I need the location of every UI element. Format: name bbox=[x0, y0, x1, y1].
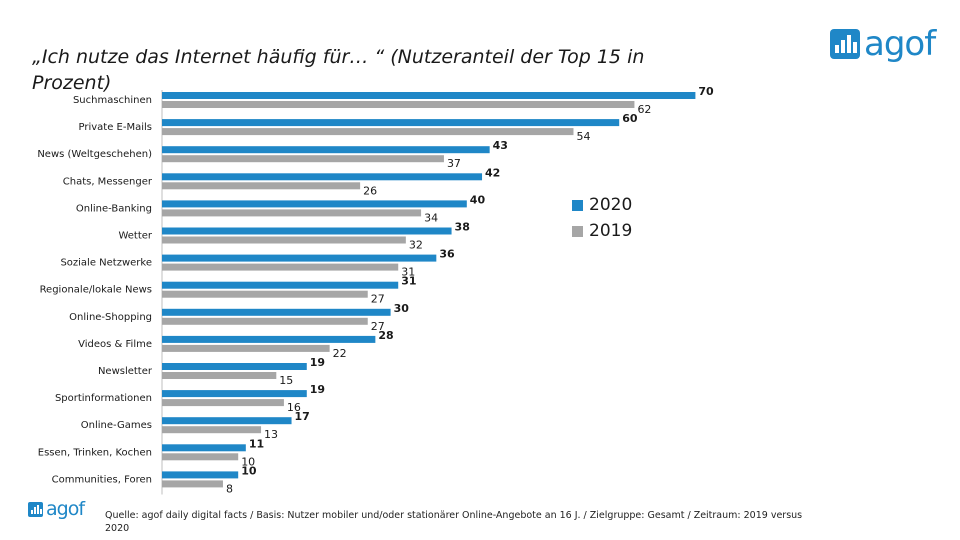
data-label-2020: 19 bbox=[310, 383, 325, 396]
data-label-2020: 38 bbox=[455, 221, 470, 234]
data-label-2020: 43 bbox=[493, 139, 508, 152]
category-label: Videos & Filme bbox=[78, 339, 152, 350]
data-label-2019: 27 bbox=[371, 293, 385, 306]
data-label-2019: 34 bbox=[424, 211, 438, 224]
bar-2020 bbox=[162, 363, 307, 370]
bar-2020 bbox=[162, 146, 490, 154]
category-label: Soziale Netzwerke bbox=[60, 258, 152, 269]
data-label-2020: 36 bbox=[439, 248, 455, 261]
bar-2019 bbox=[162, 290, 368, 298]
data-label-2020: 17 bbox=[295, 410, 310, 423]
bar-2020 bbox=[162, 254, 437, 262]
data-label-2019: 31 bbox=[401, 266, 415, 279]
category-label: Private E-Mails bbox=[79, 122, 153, 133]
legend-swatch-2019 bbox=[572, 225, 583, 237]
data-label-2019: 37 bbox=[447, 157, 461, 170]
data-label-2019: 10 bbox=[241, 455, 255, 468]
bar-2019 bbox=[162, 182, 361, 190]
data-label-2020: 10 bbox=[241, 464, 257, 477]
title-line2: (Nutzeranteil der Top 15 in Prozent) bbox=[32, 46, 645, 94]
logo-small-text: agof bbox=[46, 498, 85, 520]
data-label-2019: 26 bbox=[363, 184, 377, 197]
category-label: Sportinformationen bbox=[55, 393, 152, 404]
bar-2020 bbox=[162, 444, 246, 452]
bar-chart-icon bbox=[28, 501, 43, 517]
data-label-2020: 42 bbox=[485, 166, 500, 179]
category-label: Regionale/lokale News bbox=[40, 285, 152, 296]
bar-2019 bbox=[162, 426, 262, 434]
category-label: Suchmaschinen bbox=[73, 95, 152, 106]
bar-2019 bbox=[162, 399, 284, 407]
bar-2019 bbox=[162, 344, 330, 352]
bar-2019 bbox=[162, 317, 368, 325]
bar-2019 bbox=[162, 101, 635, 108]
bar-2019 bbox=[162, 155, 444, 163]
data-label-2020: 40 bbox=[470, 193, 486, 206]
bar-2020 bbox=[162, 335, 376, 343]
data-label-2020: 31 bbox=[401, 275, 416, 288]
category-label: Essen, Trinken, Kochen bbox=[38, 447, 152, 458]
bar-2019 bbox=[162, 453, 239, 461]
legend-swatch-2020 bbox=[572, 199, 583, 211]
bar-2020 bbox=[162, 173, 483, 181]
data-label-2019: 13 bbox=[264, 428, 278, 441]
data-label-2019: 62 bbox=[637, 103, 651, 116]
data-label-2019: 22 bbox=[333, 347, 347, 360]
data-label-2020: 11 bbox=[249, 437, 264, 450]
agof-logo: agof bbox=[830, 24, 936, 64]
data-label-2019: 16 bbox=[287, 401, 301, 414]
data-label-2020: 28 bbox=[378, 329, 393, 342]
bar-2020 bbox=[162, 471, 239, 479]
category-label: Online-Games bbox=[81, 420, 152, 431]
bar-2019 bbox=[162, 480, 223, 488]
logo-text: agof bbox=[864, 24, 936, 64]
data-label-2020: 70 bbox=[698, 85, 714, 98]
data-label-2020: 60 bbox=[622, 112, 638, 125]
data-label-2019: 27 bbox=[371, 320, 385, 333]
data-label-2019: 32 bbox=[409, 239, 423, 252]
legend-label-2020: 2020 bbox=[589, 195, 633, 215]
category-label: Communities, Foren bbox=[52, 474, 152, 485]
data-label-2020: 30 bbox=[394, 302, 410, 315]
source-note: Quelle: agof daily digital facts / Basis… bbox=[105, 510, 803, 534]
legend-item-2020: 2020 bbox=[572, 192, 632, 218]
chart-title: „Ich nutze das Internet häufig für… “ (N… bbox=[32, 44, 712, 96]
bar-2020 bbox=[162, 200, 467, 208]
bar-chart-icon bbox=[830, 29, 860, 59]
data-label-2019: 8 bbox=[226, 482, 233, 495]
category-label: Newsletter bbox=[98, 366, 153, 377]
bar-2020 bbox=[162, 119, 620, 127]
legend: 2020 2019 bbox=[572, 192, 632, 244]
bar-2020 bbox=[162, 308, 391, 316]
bar-2019 bbox=[162, 236, 406, 244]
data-label-2019: 54 bbox=[576, 130, 590, 143]
bar-2019 bbox=[162, 128, 574, 136]
agof-logo-small: agof bbox=[28, 498, 85, 520]
category-label: Online-Banking bbox=[76, 203, 152, 214]
bar-2020 bbox=[162, 92, 696, 99]
bar-2019 bbox=[162, 372, 277, 379]
bar-2019 bbox=[162, 209, 422, 217]
data-label-2019: 15 bbox=[279, 374, 293, 387]
data-label-2020: 19 bbox=[310, 356, 325, 369]
legend-label-2019: 2019 bbox=[589, 221, 633, 241]
title-line1: „Ich nutze das Internet häufig für… “ bbox=[32, 46, 385, 68]
category-label: News (Weltgeschehen) bbox=[37, 149, 152, 160]
category-label: Wetter bbox=[118, 231, 152, 242]
category-label: Online-Shopping bbox=[69, 312, 152, 323]
legend-item-2019: 2019 bbox=[572, 218, 632, 244]
bar-2020 bbox=[162, 281, 399, 289]
bar-2019 bbox=[162, 263, 399, 271]
bar-2020 bbox=[162, 227, 452, 235]
category-label: Chats, Messenger bbox=[63, 176, 153, 187]
bar-2020 bbox=[162, 390, 307, 398]
bar-2020 bbox=[162, 417, 292, 425]
